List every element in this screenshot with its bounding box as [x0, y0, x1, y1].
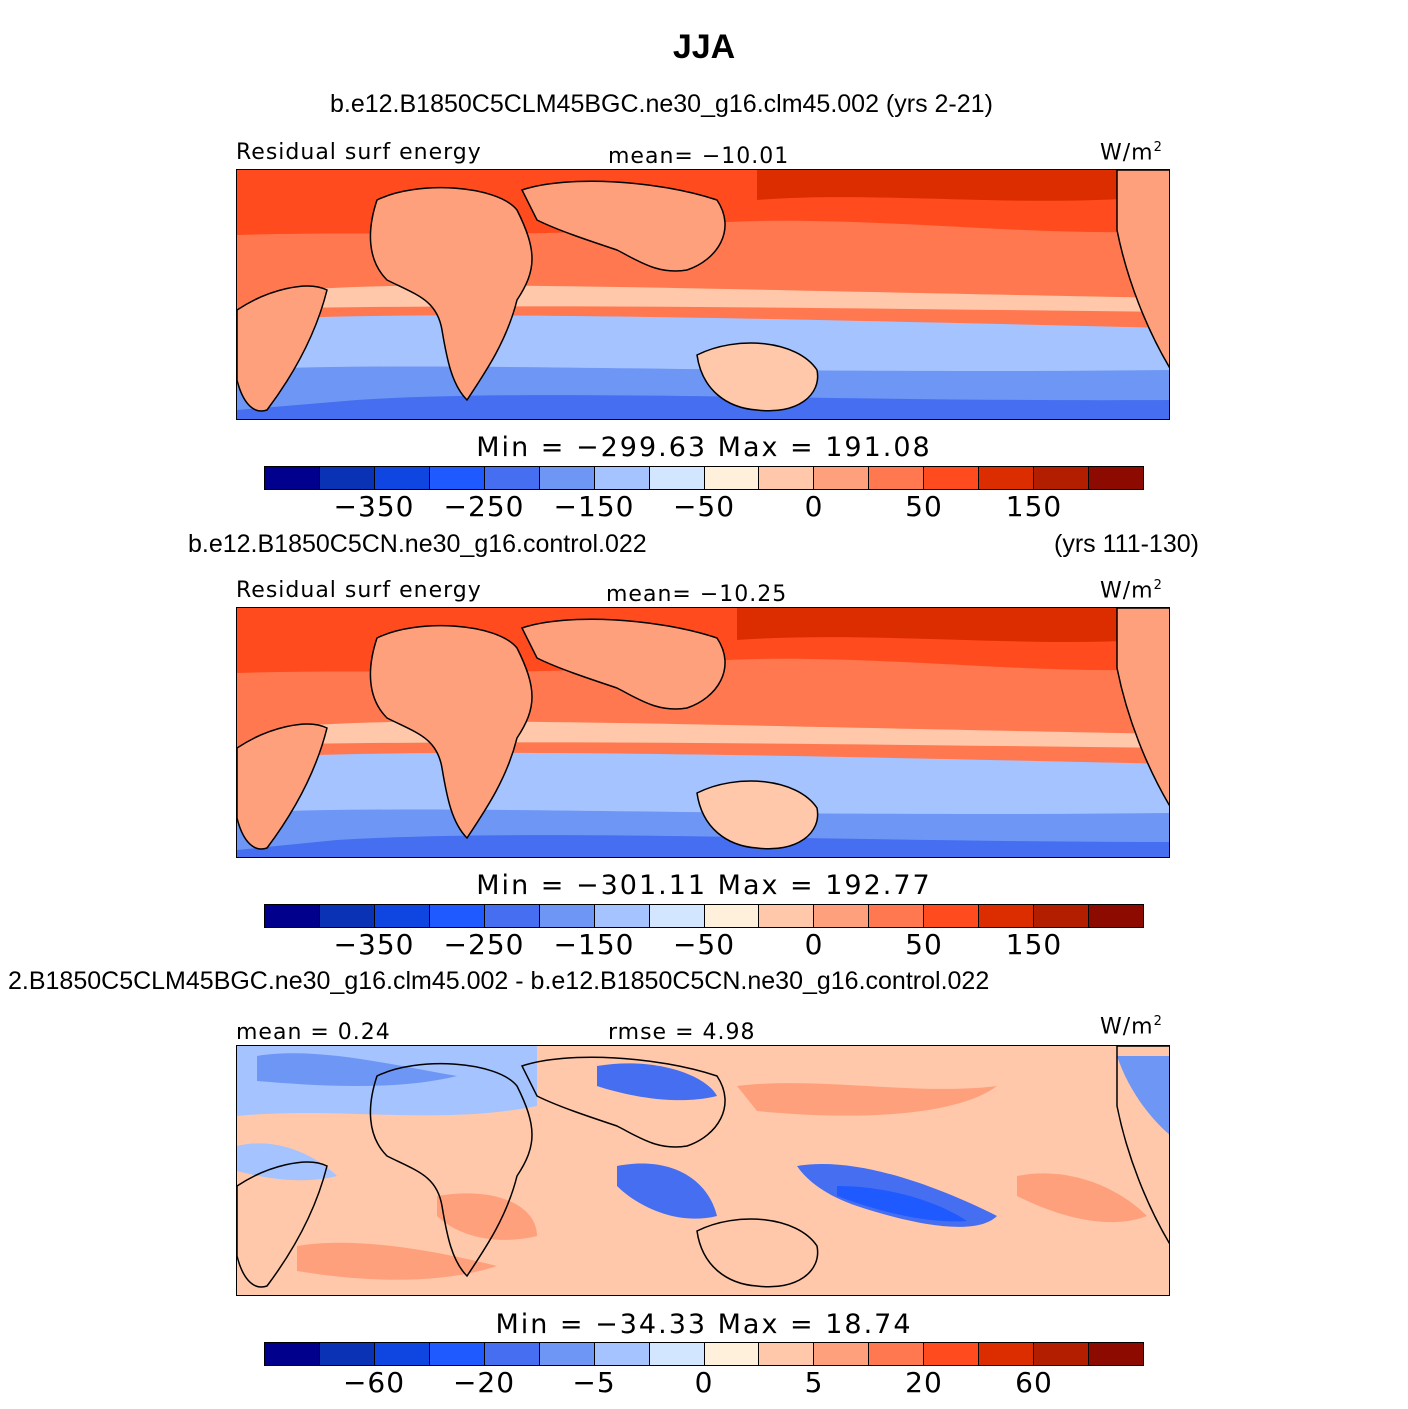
panel-2-caption: b.e12.B1850C5CN.ne30_g16.control.022 — [188, 530, 647, 558]
colorbar-tick-label: 0 — [804, 490, 824, 523]
colorbar-swatch — [814, 905, 870, 927]
colorbar-swatch — [814, 1343, 870, 1365]
colorbar-swatch — [1034, 905, 1090, 927]
colorbar-swatch — [869, 905, 925, 927]
panel-2-years: (yrs 111-130) — [1054, 530, 1199, 558]
panel-3-units: W/m2 — [1100, 1014, 1163, 1040]
colorbar-tick-label: 150 — [1005, 490, 1063, 523]
colorbar-tick-label: 5 — [804, 1366, 824, 1399]
colorbar-swatch — [265, 467, 320, 489]
colorbar-swatch — [649, 905, 705, 927]
panel-3-minmax: Min = −34.33 Max = 18.74 — [495, 1309, 913, 1340]
colorbar-swatch — [484, 1343, 540, 1365]
colorbar-swatch — [319, 1343, 375, 1365]
colorbar-swatch — [319, 467, 375, 489]
panel-2-variable-label: Residual surf energy — [236, 578, 482, 603]
colorbar-swatch — [759, 467, 815, 489]
colorbar-swatch — [429, 905, 485, 927]
colorbar-swatch — [704, 467, 760, 489]
colorbar-swatch — [1034, 1343, 1090, 1365]
colorbar-tick-label: −60 — [342, 1366, 406, 1399]
colorbar-swatch — [429, 1343, 485, 1365]
colorbar-tick-label: −150 — [553, 928, 635, 961]
colorbar-swatch — [265, 1343, 320, 1365]
colorbar-tick-label: 0 — [694, 1366, 714, 1399]
colorbar-swatch — [649, 467, 705, 489]
colorbar-swatch — [539, 905, 595, 927]
colorbar-tick-label: −250 — [443, 928, 525, 961]
colorbar-swatch — [319, 905, 375, 927]
panel-1-colorbar-ticks: −350 −250 −150 −50 0 50 150 — [264, 490, 1144, 524]
panel-2-units: W/m2 — [1100, 578, 1163, 604]
colorbar-swatch — [979, 1343, 1035, 1365]
colorbar-swatch — [649, 1343, 705, 1365]
colorbar-tick-label: 50 — [905, 490, 943, 523]
colorbar-swatch — [594, 1343, 650, 1365]
colorbar-tick-label: −350 — [333, 490, 415, 523]
panel-3-caption: 2.B1850C5CLM45BGC.ne30_g16.clm45.002 - b… — [8, 967, 990, 995]
colorbar-swatch — [1089, 905, 1143, 927]
colorbar-tick-label: 60 — [1015, 1366, 1053, 1399]
colorbar-tick-label: 50 — [905, 928, 943, 961]
colorbar-tick-label: −50 — [672, 928, 736, 961]
panel-1-variable-label: Residual surf energy — [236, 140, 482, 165]
panel-1-map — [236, 169, 1170, 420]
panel-1-caption: b.e12.B1850C5CLM45BGC.ne30_g16.clm45.002… — [330, 90, 993, 118]
colorbar-swatch — [1089, 1343, 1143, 1365]
colorbar-swatch — [484, 905, 540, 927]
colorbar-tick-label: −5 — [572, 1366, 616, 1399]
colorbar-swatch — [374, 905, 430, 927]
panel-3-map — [236, 1045, 1170, 1296]
colorbar-swatch — [539, 467, 595, 489]
colorbar-swatch — [374, 1343, 430, 1365]
panel-2-colorbar-ticks: −350 −250 −150 −50 0 50 150 — [264, 928, 1144, 962]
figure-title: JJA — [672, 28, 736, 66]
panel-1-colorbar — [264, 466, 1144, 490]
colorbar-swatch — [759, 1343, 815, 1365]
colorbar-swatch — [924, 905, 980, 927]
colorbar-swatch — [265, 905, 320, 927]
colorbar-swatch — [869, 467, 925, 489]
colorbar-tick-label: −350 — [333, 928, 415, 961]
colorbar-swatch — [869, 1343, 925, 1365]
panel-2-minmax: Min = −301.11 Max = 192.77 — [476, 870, 932, 901]
panel-2-map — [236, 607, 1170, 858]
colorbar-swatch — [1034, 467, 1090, 489]
colorbar-swatch — [594, 467, 650, 489]
colorbar-tick-label: 20 — [905, 1366, 943, 1399]
panel-1-mean-label: mean= −10.01 — [608, 144, 790, 169]
colorbar-tick-label: −150 — [553, 490, 635, 523]
colorbar-tick-label: −50 — [672, 490, 736, 523]
colorbar-swatch — [374, 467, 430, 489]
colorbar-swatch — [759, 905, 815, 927]
colorbar-swatch — [484, 467, 540, 489]
colorbar-swatch — [924, 1343, 980, 1365]
panel-3-rmse-label: rmse = 4.98 — [608, 1020, 756, 1045]
colorbar-tick-label: −20 — [452, 1366, 516, 1399]
panel-1-minmax: Min = −299.63 Max = 191.08 — [476, 432, 932, 463]
colorbar-swatch — [1089, 467, 1143, 489]
colorbar-tick-label: 0 — [804, 928, 824, 961]
colorbar-swatch — [539, 1343, 595, 1365]
colorbar-swatch — [814, 467, 870, 489]
panel-2-colorbar — [264, 904, 1144, 928]
colorbar-swatch — [979, 467, 1035, 489]
colorbar-swatch — [704, 905, 760, 927]
panel-3-mean-label: mean = 0.24 — [236, 1020, 391, 1045]
colorbar-swatch — [924, 467, 980, 489]
panel-3-colorbar — [264, 1342, 1144, 1366]
colorbar-tick-label: −250 — [443, 490, 525, 523]
panel-2-mean-label: mean= −10.25 — [606, 582, 788, 607]
panel-3-colorbar-ticks: −60 −20 −5 0 5 20 60 — [264, 1366, 1144, 1400]
colorbar-swatch — [979, 905, 1035, 927]
colorbar-tick-label: 150 — [1005, 928, 1063, 961]
colorbar-swatch — [594, 905, 650, 927]
colorbar-swatch — [704, 1343, 760, 1365]
panel-1-units: W/m2 — [1100, 140, 1163, 166]
colorbar-swatch — [429, 467, 485, 489]
